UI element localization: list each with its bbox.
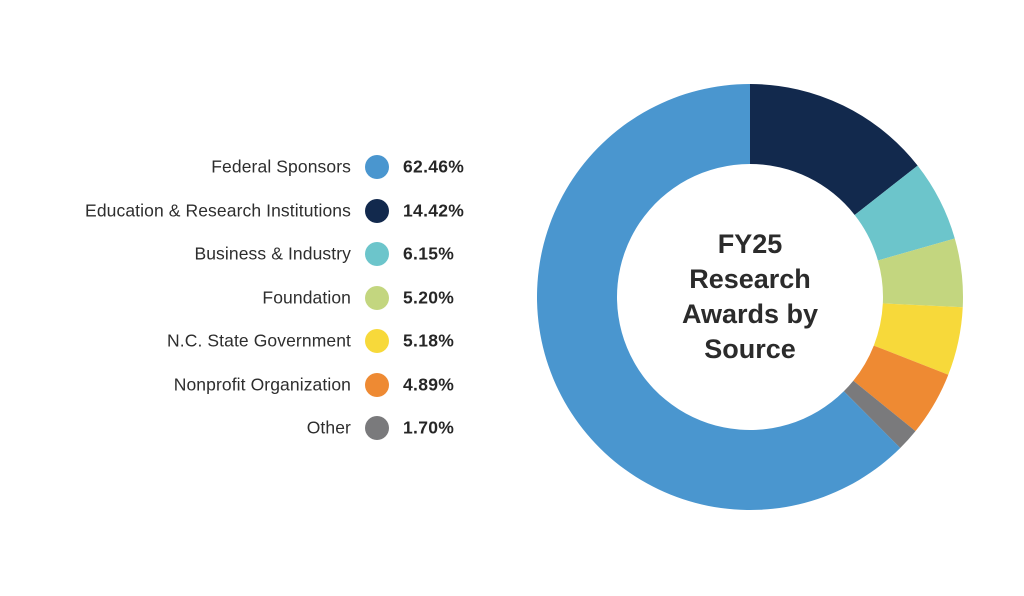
- legend-swatch-icon: [365, 329, 389, 353]
- chart-title: FY25 Research Awards by Source: [650, 227, 850, 367]
- donut-slice-nonprofit-organization: [853, 345, 949, 432]
- legend-label: Business & Industry: [194, 243, 351, 264]
- donut-slice-federal-sponsors: [537, 84, 901, 510]
- legend-swatch-icon: [365, 372, 389, 397]
- legend-item-business-industry: Business & Industry 6.15%: [0, 239, 520, 269]
- donut-slice-education-research-institutions: [750, 84, 918, 215]
- legend-value: 5.20%: [403, 287, 455, 307]
- legend-item-nonprofit-organization: Nonprofit Organization 4.89%: [0, 370, 520, 400]
- legend-value: 6.15%: [403, 243, 455, 264]
- legend-label: Foundation: [262, 287, 351, 307]
- legend-value: 14.42%: [403, 200, 465, 220]
- legend-item-federal-sponsors: Federal Sponsors 62.46%: [0, 152, 520, 182]
- legend-value: 62.46%: [403, 156, 465, 177]
- chart-title-line: Awards by: [681, 299, 819, 329]
- chart-title-line: FY25: [717, 229, 783, 259]
- legend-swatch-icon: [365, 416, 389, 440]
- legend-item-nc-state-government: N.C. State Government 5.18%: [0, 326, 520, 356]
- legend-label: Nonprofit Organization: [173, 374, 351, 394]
- legend-label: Education & Research Institutions: [85, 200, 351, 220]
- legend-item-foundation: Foundation 5.20%: [0, 283, 520, 313]
- legend-value: 1.70%: [403, 417, 455, 438]
- donut-slice-foundation: [877, 238, 963, 308]
- donut-slice-business-industry: [854, 165, 955, 261]
- chart-title-line: Source: [704, 334, 796, 364]
- legend-label: Other: [306, 417, 351, 438]
- chart-legend: Federal Sponsors 62.46% Education & Rese…: [0, 152, 520, 443]
- legend-label: N.C. State Government: [167, 330, 351, 351]
- legend-swatch-icon: [365, 242, 389, 266]
- legend-item-education-research: Education & Research Institutions 14.42%: [0, 196, 520, 226]
- donut-slice-other: [843, 380, 916, 448]
- legend-value: 5.18%: [403, 330, 455, 351]
- legend-value: 4.89%: [403, 374, 455, 394]
- legend-item-other: Other 1.70%: [0, 413, 520, 443]
- legend-label: Federal Sponsors: [211, 156, 351, 177]
- legend-swatch-icon: [365, 155, 389, 179]
- legend-swatch-icon: [365, 285, 389, 310]
- legend-swatch-icon: [365, 198, 389, 223]
- chart-title-line: Research: [689, 264, 811, 294]
- donut-slice-n-c-state-government: [873, 303, 963, 375]
